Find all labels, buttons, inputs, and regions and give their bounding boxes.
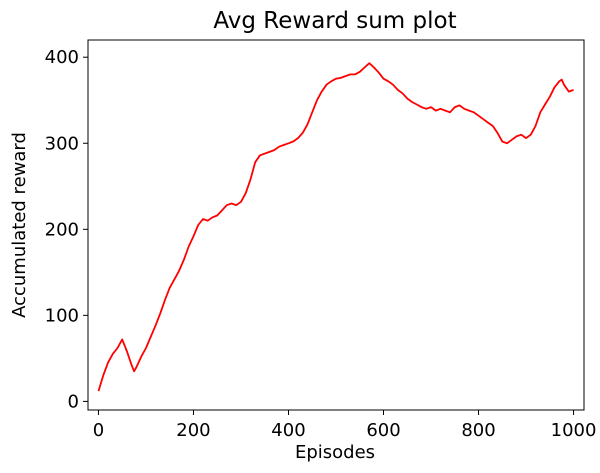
- plot-frame: [87, 39, 585, 411]
- x-axis-label: Episodes: [295, 442, 375, 463]
- chart-title: Avg Reward sum plot: [213, 8, 456, 34]
- y-tick-label: 400: [45, 47, 79, 68]
- y-tick-label: 0: [68, 391, 79, 412]
- y-axis-label: Accumulated reward: [9, 132, 30, 318]
- ticks-group: 0 200 400 600 800 1000 0 100 200 300 400: [45, 47, 597, 441]
- x-tick-label: 200: [176, 420, 210, 441]
- x-tick-label: 1000: [551, 420, 597, 441]
- series-group: [97, 62, 574, 392]
- y-tick-label: 300: [45, 133, 79, 154]
- x-tick-label: 600: [366, 420, 400, 441]
- x-tick-label: 800: [461, 420, 495, 441]
- x-tick-label: 400: [271, 420, 305, 441]
- x-tick-label: 0: [93, 420, 104, 441]
- y-tick-label: 200: [45, 219, 79, 240]
- y-tick-label: 100: [45, 305, 79, 326]
- series-line-0: [97, 62, 574, 392]
